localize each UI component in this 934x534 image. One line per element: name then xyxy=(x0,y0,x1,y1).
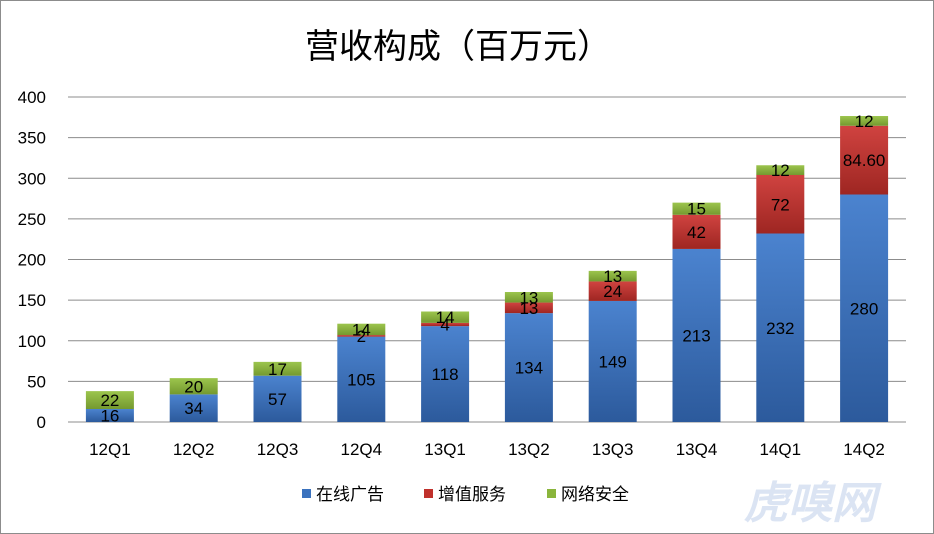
y-tick-label: 50 xyxy=(27,372,46,391)
data-label: 13 xyxy=(603,267,622,286)
bar-segment xyxy=(85,391,134,409)
bar-segment xyxy=(504,292,553,303)
data-label: 13 xyxy=(519,299,538,318)
bar-segment xyxy=(756,165,805,175)
data-label: 42 xyxy=(687,223,706,242)
data-label: 280 xyxy=(850,299,878,318)
x-tick-label: 12Q1 xyxy=(89,440,131,459)
bar-segment xyxy=(85,409,134,422)
bar-segment xyxy=(672,202,721,215)
bar-segment xyxy=(840,116,889,126)
data-label: 105 xyxy=(347,370,375,389)
data-label: 22 xyxy=(100,391,119,410)
y-tick-label: 100 xyxy=(18,332,46,351)
data-label: 12 xyxy=(855,112,874,131)
y-tick-label: 300 xyxy=(18,169,46,188)
y-tick-label: 250 xyxy=(18,210,46,229)
legend-swatch xyxy=(302,489,311,498)
watermark-logo: 虎嗅网 xyxy=(744,478,882,529)
data-label: 14 xyxy=(352,320,371,339)
data-label: 213 xyxy=(682,326,710,345)
y-tick-label: 0 xyxy=(37,413,46,432)
bars xyxy=(85,116,889,422)
data-label: 12 xyxy=(771,161,790,180)
bar-segment xyxy=(840,125,889,195)
y-tick-label: 150 xyxy=(18,291,46,310)
x-tick-label: 13Q4 xyxy=(676,440,718,459)
data-label: 14 xyxy=(436,308,455,327)
bar-segment xyxy=(169,394,218,422)
legend-label: 网络安全 xyxy=(561,485,629,505)
legend-swatch xyxy=(547,489,556,498)
data-label: 4 xyxy=(440,316,449,335)
data-label: 118 xyxy=(432,365,459,384)
data-label: 232 xyxy=(766,319,794,338)
bar-segment xyxy=(588,300,637,422)
bar-segment xyxy=(169,378,218,395)
y-tick-label: 400 xyxy=(18,88,46,107)
x-tick-label: 12Q4 xyxy=(341,440,383,459)
data-label: 24 xyxy=(603,282,622,301)
data-label: 134 xyxy=(515,359,543,378)
data-label: 16 xyxy=(100,407,119,426)
x-tick-label: 13Q1 xyxy=(424,440,466,459)
y-tick-label: 200 xyxy=(18,251,46,270)
y-axis-ticks: 0 50 100 150 200 250 300 350 400 xyxy=(18,88,46,432)
bar-segment xyxy=(756,233,805,422)
data-label: 20 xyxy=(184,377,203,396)
bar-segment xyxy=(504,313,553,422)
x-tick-label: 14Q2 xyxy=(843,440,885,459)
legend-label: 在线广告 xyxy=(316,485,384,505)
data-label: 84.60 xyxy=(843,151,886,170)
legend-swatch xyxy=(424,489,433,498)
bar-segment xyxy=(337,323,386,336)
bar-segment xyxy=(504,302,553,314)
data-label: 149 xyxy=(599,352,627,371)
x-tick-label: 12Q2 xyxy=(173,440,215,459)
bar-segment xyxy=(337,335,386,337)
bar-segment xyxy=(337,336,386,422)
x-tick-label: 13Q3 xyxy=(592,440,634,459)
bar-segment xyxy=(672,214,721,249)
bar-segment xyxy=(672,248,721,422)
x-axis-ticks: 12Q1 12Q2 12Q3 12Q4 13Q1 13Q2 13Q3 13Q4 14Q1 14Q2 xyxy=(89,440,885,459)
bar-segment xyxy=(421,326,470,422)
bar-segment xyxy=(840,194,889,422)
bar-segment xyxy=(253,375,302,422)
x-tick-label: 12Q3 xyxy=(257,440,299,459)
chart-title: 营收构成（百万元） xyxy=(305,27,611,67)
data-label: 17 xyxy=(268,360,287,379)
bar-segment xyxy=(588,281,637,301)
bar-segment xyxy=(421,322,470,327)
y-tick-label: 350 xyxy=(18,129,46,148)
bar-segment xyxy=(253,361,302,376)
bar-segment xyxy=(588,270,637,282)
data-label: 57 xyxy=(268,390,287,409)
data-label: 2 xyxy=(357,327,366,346)
data-label: 34 xyxy=(184,399,203,418)
x-tick-label: 14Q1 xyxy=(760,440,802,459)
bar-segment xyxy=(421,311,470,323)
data-label: 15 xyxy=(687,200,706,219)
legend-label: 增值服务 xyxy=(438,485,506,505)
bar-segment xyxy=(756,175,805,234)
data-label: 13 xyxy=(519,288,538,307)
legend: 在线广告 增值服务 网络安全 xyxy=(302,485,629,505)
data-label: 72 xyxy=(771,195,790,214)
x-tick-label: 13Q2 xyxy=(508,440,550,459)
